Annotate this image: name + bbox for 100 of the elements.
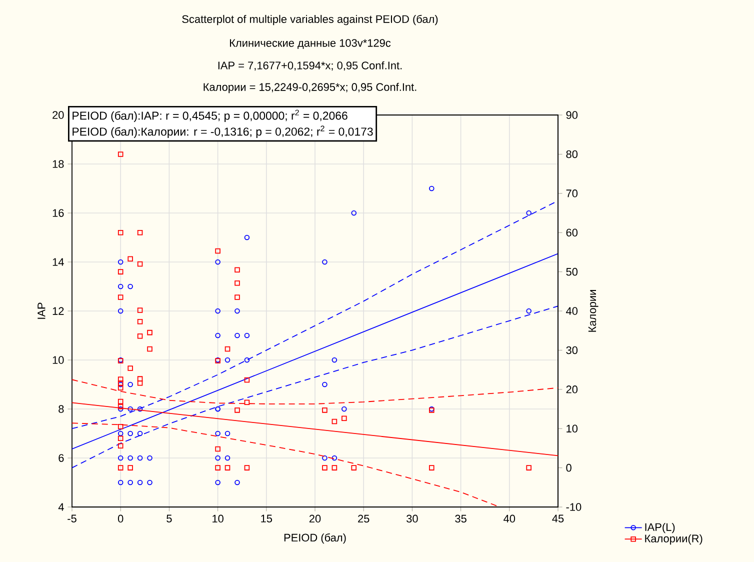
point (118, 269, 124, 274)
point (118, 398, 124, 404)
point (215, 465, 220, 470)
y-tick-label: 14 (52, 258, 64, 266)
point (137, 333, 143, 339)
point (215, 248, 220, 254)
y2-tick-label: 0 (566, 464, 572, 472)
y-tick-label: 18 (52, 160, 64, 168)
point (234, 332, 240, 338)
point (224, 465, 230, 470)
point (118, 430, 124, 436)
x-tick-label: -5 (68, 514, 76, 522)
point (118, 480, 124, 486)
point (234, 408, 240, 413)
annotation: PEIOD (бал):Калории: r = -0,1316; p = 0,2062; r$^{2}$ = 0,0173 (72, 126, 373, 138)
point (128, 430, 133, 436)
point (118, 308, 124, 314)
point (137, 318, 143, 324)
point (244, 465, 250, 470)
y2-tick-label: 70 (566, 190, 578, 198)
point (128, 256, 133, 262)
text: Калории = 15,2249-0,2695*x; 0,95 Conf.Int. (204, 82, 416, 94)
point (137, 455, 143, 461)
y2-tick-label: 40 (566, 307, 578, 315)
point (351, 210, 357, 216)
point (234, 480, 240, 486)
point (128, 455, 133, 461)
point (118, 455, 124, 461)
point (351, 465, 357, 470)
point (224, 346, 230, 352)
line-series (72, 379, 558, 404)
point (526, 210, 532, 216)
point (244, 332, 250, 338)
y2-tick-label: -10 (566, 503, 582, 511)
x-tick-label: 5 (166, 514, 172, 522)
point (215, 259, 220, 265)
point (118, 404, 124, 410)
point (429, 186, 434, 192)
y-tick-label: 16 (52, 209, 64, 217)
point (224, 357, 230, 363)
point (128, 465, 133, 470)
point (137, 406, 143, 412)
y-tick-label: 10 (52, 356, 64, 364)
y2-tick-label: 80 (566, 150, 578, 158)
y2-tick-label: 90 (566, 111, 578, 119)
point (234, 280, 240, 286)
point (244, 377, 250, 383)
point (128, 366, 133, 371)
point (147, 346, 152, 352)
point (215, 430, 220, 436)
x-tick-label: 10 (212, 514, 224, 523)
legend-label: Калории(R) (645, 534, 702, 545)
x-tick-label: 0 (118, 514, 124, 523)
point (215, 446, 220, 452)
point (137, 430, 143, 436)
point (332, 418, 338, 424)
point (322, 465, 328, 470)
point (128, 284, 133, 290)
point (118, 376, 124, 382)
x-tick-label: 35 (455, 514, 466, 523)
chart-subtitle: Клинические данные 103v*129c (230, 39, 391, 49)
point (137, 380, 143, 386)
chart-title: Scatterplot of multiple variables against PEIOD (бал) (182, 14, 438, 26)
point (526, 465, 532, 470)
x-tick-label: 15 (261, 514, 272, 522)
x-axis-title: PEIOD (бал) (284, 533, 346, 544)
x-tick-label: 40 (504, 514, 516, 523)
point (322, 455, 328, 461)
y2-tick-label: 20 (566, 386, 578, 394)
point (224, 430, 230, 436)
point (118, 424, 124, 430)
point (118, 230, 124, 236)
point (244, 357, 250, 363)
point (118, 284, 124, 290)
legend-label: IAP(L) (645, 522, 675, 534)
point (147, 455, 152, 461)
line-series (72, 306, 558, 468)
point (147, 480, 152, 486)
y2-tick-label: 50 (566, 268, 578, 276)
point (215, 480, 220, 486)
x-tick-label: 30 (406, 514, 418, 523)
y-tick-label: 4 (58, 503, 64, 511)
text: IAP = 7,1677+0,1594*x; 0,95 Conf.Int. (218, 61, 402, 71)
point (118, 259, 124, 265)
point (137, 230, 143, 236)
point (128, 480, 133, 486)
point (342, 406, 347, 412)
point (147, 330, 152, 336)
point (137, 376, 143, 382)
point (526, 308, 532, 314)
point (244, 400, 250, 405)
y-axis-title: IAP (38, 302, 46, 319)
point (128, 406, 133, 412)
point (234, 294, 240, 300)
y2-tick-label: 30 (566, 346, 578, 354)
x-tick-label: 25 (358, 514, 370, 523)
point (118, 406, 124, 412)
point (429, 465, 434, 470)
point (137, 480, 143, 486)
point (137, 261, 143, 267)
